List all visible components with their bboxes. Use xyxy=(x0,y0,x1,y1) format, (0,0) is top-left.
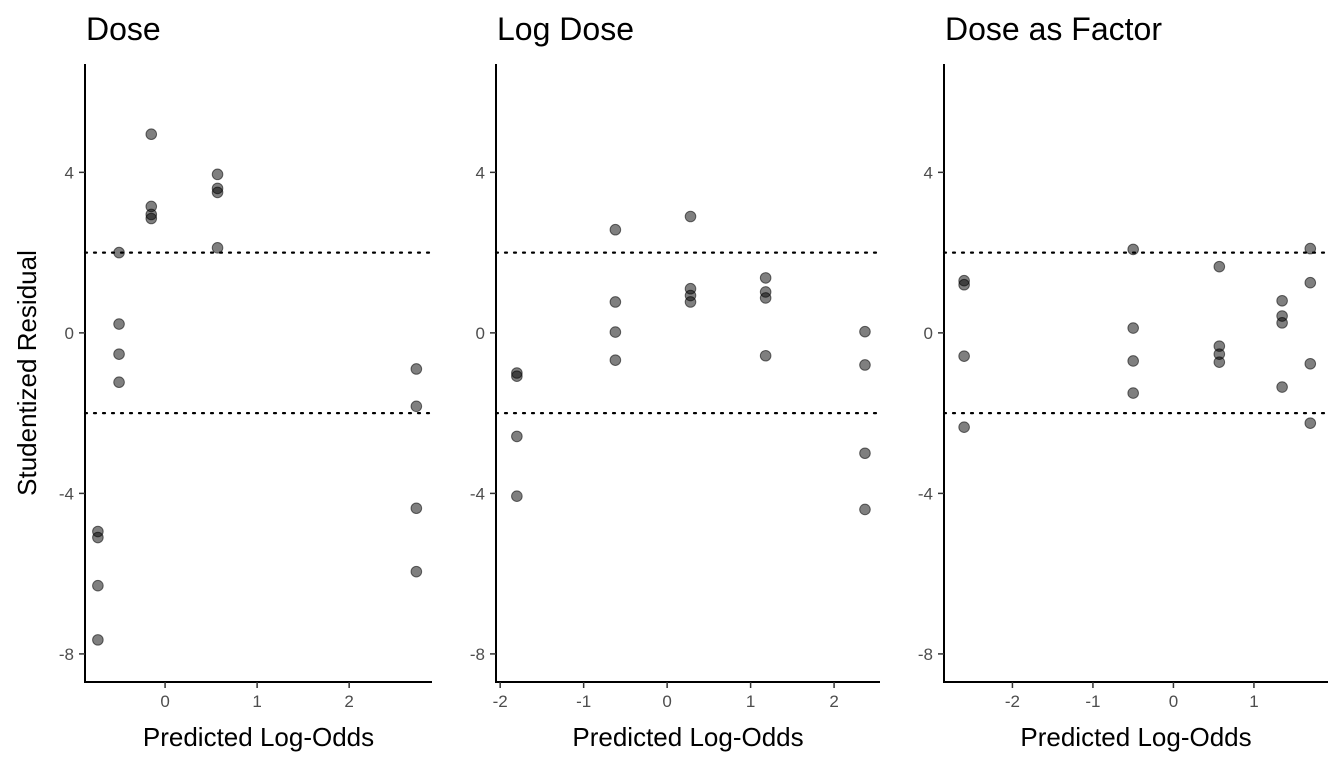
data-point xyxy=(211,186,224,199)
x-tick-label: 1 xyxy=(1249,692,1258,711)
x-tick-label: 2 xyxy=(829,692,838,711)
y-tick-label: -8 xyxy=(918,645,933,664)
x-tick-label: -2 xyxy=(493,692,508,711)
data-point xyxy=(684,210,697,223)
x-tick-label: -2 xyxy=(1005,692,1020,711)
data-point xyxy=(1213,356,1226,368)
data-point xyxy=(859,447,871,460)
data-point xyxy=(211,241,224,254)
data-point xyxy=(1127,322,1139,334)
panel-3: Dose as Factor 4 0 -4 -8 -2 -1 0 1 Predicted Log-… xyxy=(918,11,1330,752)
x-tick-label: 0 xyxy=(1169,692,1178,711)
data-point xyxy=(859,359,871,371)
data-point xyxy=(859,503,871,516)
x-tick-label: 1 xyxy=(746,692,755,711)
y-tick-label: -8 xyxy=(59,645,74,664)
data-point xyxy=(1304,242,1317,255)
data-point xyxy=(958,421,970,433)
data-point xyxy=(1276,381,1288,393)
y-tick-label: 4 xyxy=(476,163,485,182)
data-point xyxy=(511,370,523,383)
data-point xyxy=(1304,417,1317,429)
panel-1: Dose 4 0 -4 -8 0 1 2 Predicted Log-Odds Studentiz… xyxy=(12,11,434,752)
data-point xyxy=(958,278,970,291)
data-point xyxy=(410,363,423,375)
data-point xyxy=(1276,294,1288,307)
data-point xyxy=(1304,276,1317,289)
x-axis-title: Predicted Log-Odds xyxy=(572,722,803,752)
data-point xyxy=(410,400,423,413)
data-point xyxy=(410,565,423,578)
y-tick-label: -4 xyxy=(470,484,485,503)
data-point xyxy=(859,325,871,338)
y-axis-title: Studentized Residual xyxy=(12,250,42,496)
data-point xyxy=(113,246,125,259)
data-point xyxy=(1127,355,1139,367)
data-point xyxy=(958,350,970,362)
data-point xyxy=(684,296,697,308)
y-tick-label: -8 xyxy=(470,645,485,664)
panel-title: Dose xyxy=(86,11,161,47)
y-tick-label: -4 xyxy=(918,484,933,503)
data-point xyxy=(211,168,224,181)
y-tick-label: 0 xyxy=(924,324,933,343)
data-point xyxy=(609,354,622,366)
x-tick-label: -1 xyxy=(576,692,591,711)
data-point xyxy=(609,296,622,308)
data-point xyxy=(92,531,104,544)
y-tick-label: 0 xyxy=(476,324,485,343)
data-point xyxy=(511,490,523,502)
data-point xyxy=(1304,357,1317,370)
x-axis-title: Predicted Log-Odds xyxy=(143,722,374,752)
x-axis-title: Predicted Log-Odds xyxy=(1020,722,1251,752)
data-point xyxy=(609,326,622,338)
data-point xyxy=(609,223,622,236)
x-tick-label: 1 xyxy=(252,692,261,711)
x-tick-label: 0 xyxy=(662,692,671,711)
panel-title: Log Dose xyxy=(497,11,634,47)
x-tick-label: -1 xyxy=(1085,692,1100,711)
y-tick-label: 4 xyxy=(924,163,933,182)
panel-2: Log Dose 4 0 -4 -8 -2 -1 0 1 2 Predicted Log-Odds xyxy=(470,11,882,752)
data-point xyxy=(1127,243,1139,256)
panel-title: Dose as Factor xyxy=(945,11,1162,47)
data-point xyxy=(759,272,772,284)
data-point xyxy=(113,376,125,389)
data-point xyxy=(145,212,158,225)
data-point xyxy=(92,634,104,646)
y-tick-label: 0 xyxy=(65,324,74,343)
data-point xyxy=(1127,387,1139,399)
data-point xyxy=(113,348,125,360)
data-point xyxy=(759,292,772,304)
y-tick-label: 4 xyxy=(65,163,74,182)
data-point xyxy=(1276,317,1288,329)
x-tick-label: 0 xyxy=(160,692,169,711)
data-point xyxy=(759,349,772,362)
data-point xyxy=(92,579,104,592)
data-point xyxy=(410,502,423,515)
data-point xyxy=(145,128,158,141)
y-tick-label: -4 xyxy=(59,484,74,503)
data-point xyxy=(511,430,523,443)
x-tick-label: 2 xyxy=(344,692,353,711)
data-point xyxy=(113,318,125,330)
data-point xyxy=(1213,260,1226,273)
